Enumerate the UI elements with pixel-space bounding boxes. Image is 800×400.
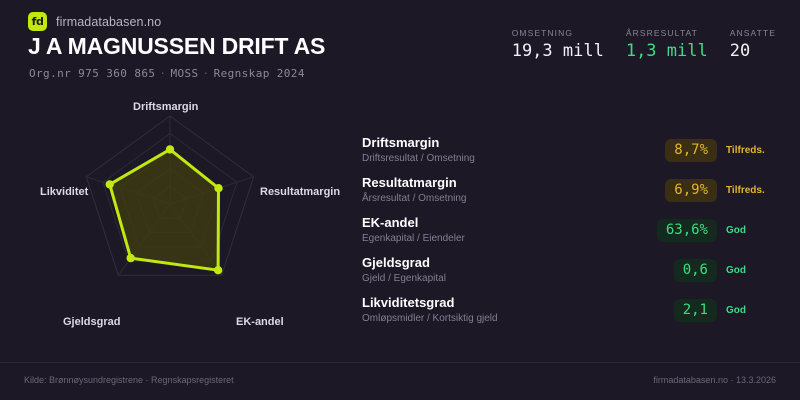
company-city: MOSS <box>170 67 199 80</box>
radar-point-likviditet <box>105 180 114 189</box>
radar-axis-label-resultatmargin: Resultatmargin <box>260 186 341 198</box>
radar-point-gjeldsgrad <box>126 253 135 263</box>
metric-rating: Tilfreds. <box>726 144 765 156</box>
firmadatabasen-logo-icon: fd <box>28 12 47 31</box>
footer-source: Kilde: Brønnøysundregistrene · Regnskaps… <box>24 375 234 385</box>
stat-ansatte-value: 20 <box>729 41 751 61</box>
metric-rating: God <box>726 264 746 276</box>
metric-text: Driftsmargin Driftsresultat / Omsetning <box>362 134 634 164</box>
header-stats: OMSETNING 19,3 mill ÅRSRESULTAT 1,3 mill… <box>512 28 776 60</box>
metric-right: 63,6% God <box>634 218 782 242</box>
meta-separator-2: · <box>202 67 210 80</box>
metric-name: EK-andel <box>362 214 419 230</box>
stat-ansatte: ANSATTE 20 <box>730 28 776 60</box>
metric-text: Resultatmargin Årsresultat / Omsetning <box>362 174 634 204</box>
metric-row-gjeldsgrad[interactable]: Gjeldsgrad Gjeld / Egenkapital 0,6 God <box>362 250 782 290</box>
metric-rating: God <box>726 304 746 316</box>
metric-rating: God <box>726 224 746 236</box>
metric-right: 8,7% Tilfreds. <box>634 138 782 162</box>
metric-formula: Årsresultat / Omsetning <box>362 192 467 204</box>
stat-omsetning-value: 19,3 mill <box>511 41 604 61</box>
metric-value-badge: 0,6 <box>673 258 717 282</box>
radar-axis-label-ek-andel: EK-andel <box>236 316 284 328</box>
metric-formula: Gjeld / Egenkapital <box>362 272 446 284</box>
metric-formula: Omløpsmidler / Kortsiktig gjeld <box>362 312 498 324</box>
company-orgnr: Org.nr 975 360 865 <box>29 67 156 80</box>
radar-point-driftsmargin <box>165 145 175 154</box>
metric-right: 0,6 God <box>634 258 782 282</box>
metric-formula: Driftsresultat / Omsetning <box>362 152 475 164</box>
metric-name: Gjeldsgrad <box>362 254 430 270</box>
radar-data-points <box>105 145 223 275</box>
radar-chart-svg <box>85 115 255 276</box>
stat-arsresultat-label: ÅRSRESULTAT <box>625 28 698 38</box>
metric-row-resultatmargin[interactable]: Resultatmargin Årsresultat / Omsetning 6… <box>362 170 782 210</box>
metric-right: 2,1 God <box>634 298 782 322</box>
stat-arsresultat-value: 1,3 mill <box>625 41 708 61</box>
radar-axis-label-driftsmargin: Driftsmargin <box>133 101 199 113</box>
metric-text: Gjeldsgrad Gjeld / Egenkapital <box>362 254 634 284</box>
metric-row-driftsmargin[interactable]: Driftsmargin Driftsresultat / Omsetning … <box>362 130 782 170</box>
radar-chart: Driftsmargin Resultatmargin EK-andel Gje… <box>0 88 360 356</box>
metric-rating: Tilfreds. <box>726 184 765 196</box>
brand[interactable]: fd firmadatabasen.no <box>28 12 161 31</box>
radar-axis-label-likviditet: Likviditet <box>40 186 89 198</box>
metric-value-badge: 6,9% <box>665 178 717 202</box>
metric-right: 6,9% Tilfreds. <box>634 178 782 202</box>
stat-omsetning-label: OMSETNING <box>511 28 574 38</box>
metric-name: Driftsmargin <box>362 134 440 150</box>
metric-row-likviditetsgrad[interactable]: Likviditetsgrad Omløpsmidler / Kortsikti… <box>362 290 782 330</box>
radar-axis-label-gjeldsgrad: Gjeldsgrad <box>63 316 121 328</box>
metric-value-badge: 63,6% <box>656 218 717 242</box>
radar-point-ek-andel <box>213 266 223 275</box>
page-title: J A MAGNUSSEN DRIFT AS <box>28 33 326 59</box>
metric-text: Likviditetsgrad Omløpsmidler / Kortsikti… <box>362 294 634 324</box>
metric-value-badge: 8,7% <box>665 138 717 162</box>
metric-value-badge: 2,1 <box>673 298 717 322</box>
key-figures-list: Driftsmargin Driftsresultat / Omsetning … <box>362 130 782 330</box>
card-header: fd firmadatabasen.no J A MAGNUSSEN DRIFT… <box>0 0 800 88</box>
metric-formula: Egenkapital / Eiendeler <box>362 232 465 244</box>
footer-attribution: firmadatabasen.no · 13.3.2026 <box>653 375 776 385</box>
metric-name: Resultatmargin <box>362 174 457 190</box>
radar-point-resultatmargin <box>214 184 223 193</box>
stat-ansatte-label: ANSATTE <box>729 28 776 38</box>
meta-separator-1: · <box>159 67 167 80</box>
footer-divider <box>0 362 800 363</box>
metric-text: EK-andel Egenkapital / Eiendeler <box>362 214 634 244</box>
brand-site-name: firmadatabasen.no <box>56 14 162 29</box>
metric-row-ek-andel[interactable]: EK-andel Egenkapital / Eiendeler 63,6% G… <box>362 210 782 250</box>
stat-omsetning: OMSETNING 19,3 mill <box>512 28 604 60</box>
company-fiscal-year: Regnskap 2024 <box>213 67 305 80</box>
metric-name: Likviditetsgrad <box>362 294 455 310</box>
company-meta: Org.nr 975 360 865 · MOSS · Regnskap 2024 <box>29 67 305 80</box>
stat-arsresultat: ÅRSRESULTAT 1,3 mill <box>626 28 708 60</box>
radar-data-area <box>108 147 220 272</box>
